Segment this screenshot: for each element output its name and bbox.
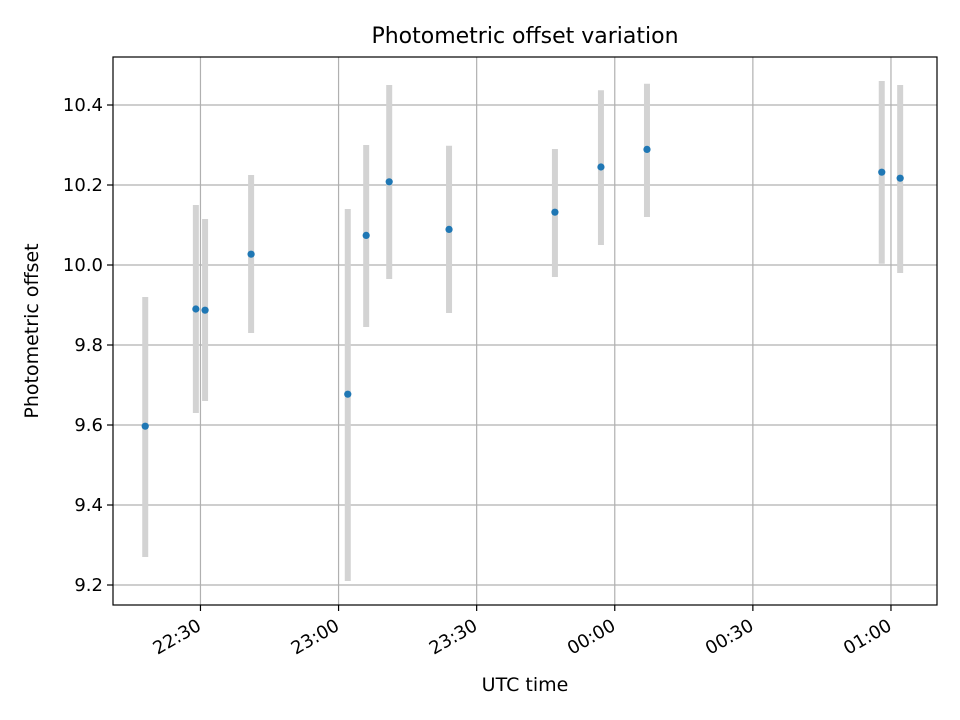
y-tick-label: 10.4 (63, 95, 103, 116)
y-axis-label: Photometric offset (21, 243, 43, 418)
data-point (597, 163, 605, 171)
x-tick-label: 23:30 (426, 615, 481, 659)
data-point (201, 306, 209, 314)
y-tick-label: 10.2 (63, 175, 103, 196)
data-point (643, 145, 651, 153)
chart-title: Photometric offset variation (371, 24, 678, 49)
data-point (247, 250, 255, 258)
error-bars (142, 81, 904, 581)
x-axis-ticks: 22:30 23:00 23:30 00:00 00:30 01:00 (150, 605, 895, 659)
grid-lines (113, 57, 937, 605)
data-point (141, 422, 149, 430)
data-point (551, 208, 559, 216)
x-axis-label: UTC time (482, 674, 569, 696)
data-point (445, 225, 453, 233)
y-tick-label: 10.0 (63, 255, 103, 276)
data-point (878, 168, 886, 176)
x-tick-label: 00:00 (564, 615, 619, 659)
y-tick-label: 9.6 (74, 415, 103, 436)
data-point (896, 174, 904, 182)
data-point (362, 231, 370, 239)
x-tick-label: 22:30 (150, 615, 205, 659)
data-point (344, 390, 352, 398)
y-tick-label: 9.2 (74, 575, 103, 596)
y-axis-ticks: 9.2 9.4 9.6 9.8 10.0 10.2 10.4 (63, 95, 113, 596)
x-tick-label: 23:00 (288, 615, 343, 659)
y-tick-label: 9.4 (74, 495, 103, 516)
data-points (141, 145, 904, 430)
data-point (192, 305, 200, 313)
plot-frame (112, 56, 938, 606)
data-point (385, 178, 393, 186)
x-tick-label: 00:30 (702, 615, 757, 659)
x-tick-label: 01:00 (840, 615, 895, 659)
y-tick-label: 9.8 (74, 335, 103, 356)
